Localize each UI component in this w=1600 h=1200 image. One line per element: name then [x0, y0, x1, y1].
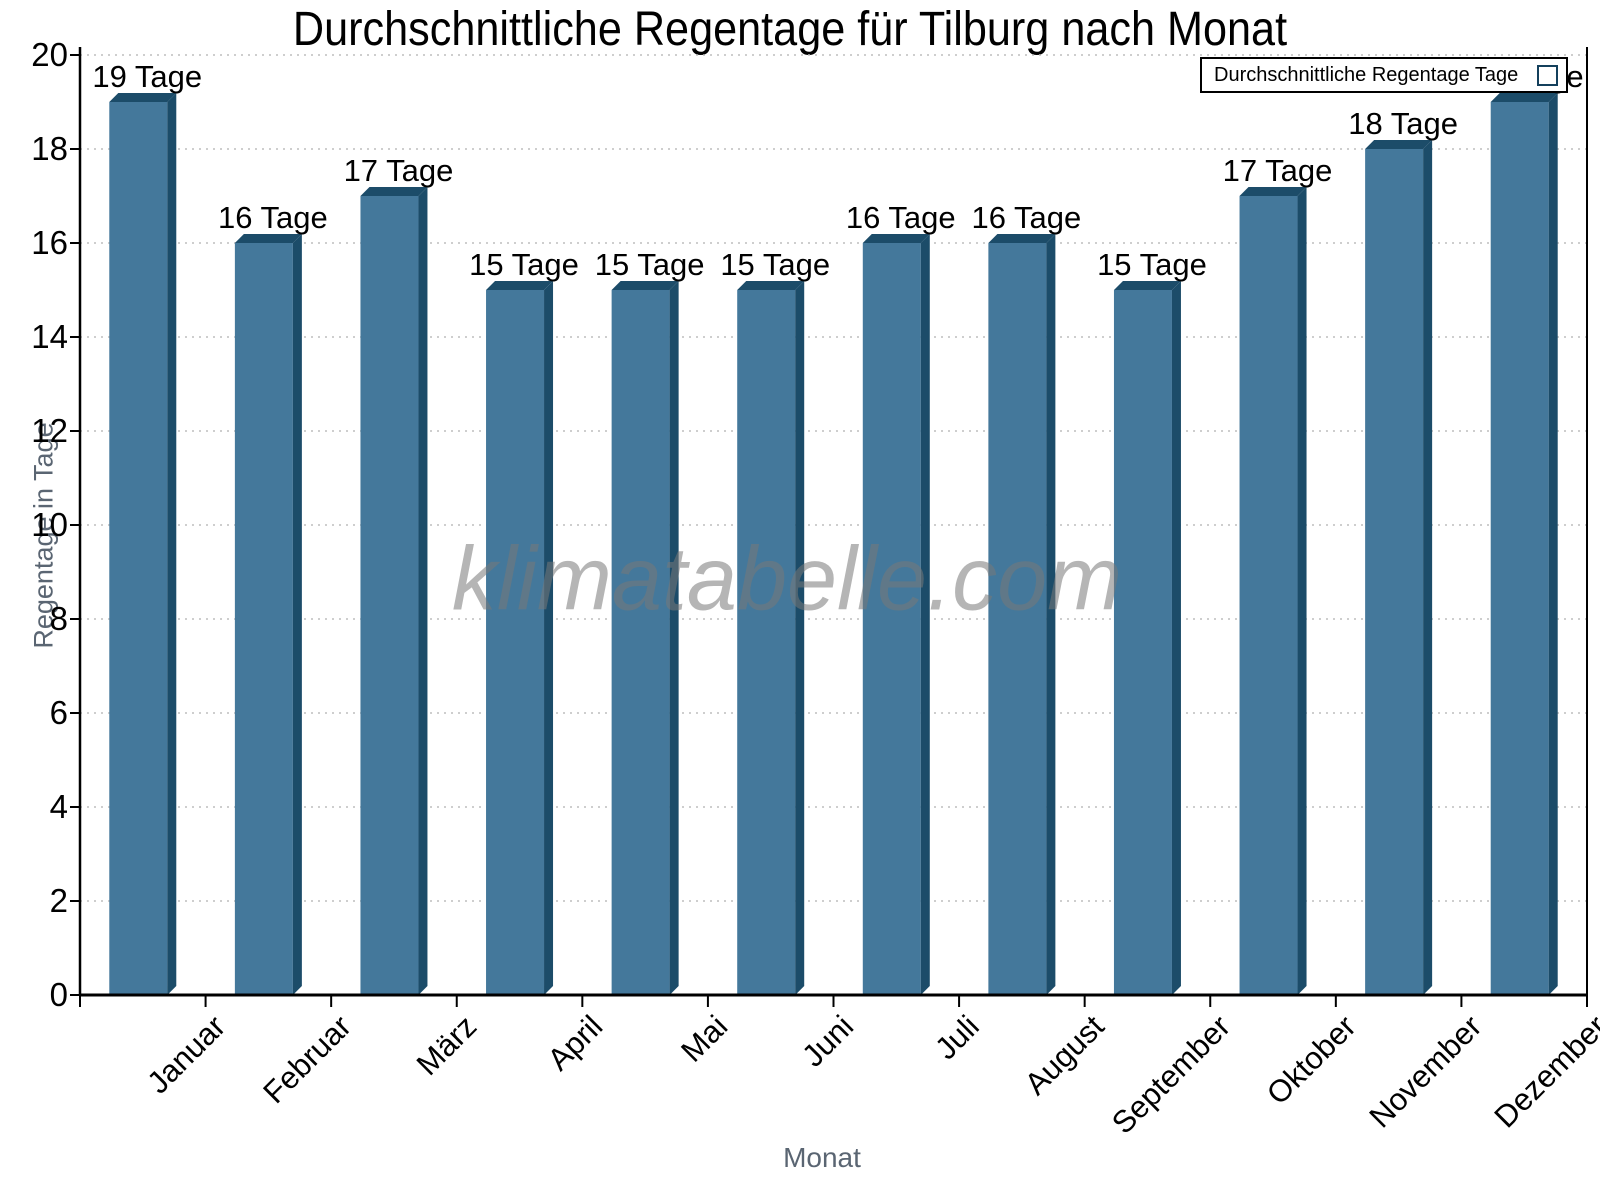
bar-side-bevel — [1046, 234, 1056, 995]
x-axis-title: Monat — [783, 1142, 861, 1173]
value-label: 18 Tage — [1348, 106, 1459, 141]
value-label: 15 Tage — [594, 247, 705, 282]
bar-face — [1490, 102, 1549, 995]
bar-top-bevel — [109, 93, 177, 102]
value-label: 15 Tage — [469, 247, 579, 282]
bar-side-bevel — [544, 281, 554, 995]
bar-face — [988, 243, 1047, 995]
y-tick-label: 2 — [49, 882, 68, 919]
y-tick-label: 16 — [31, 224, 68, 261]
bar-top-bevel — [988, 234, 1056, 243]
bar-top-bevel — [862, 234, 930, 243]
value-label: 16 Tage — [845, 200, 956, 235]
bar-face — [486, 290, 545, 995]
bar-top-bevel — [234, 234, 302, 243]
bar-top-bevel — [737, 281, 805, 290]
bar-side-bevel — [1297, 187, 1307, 995]
bar-top-bevel — [1239, 187, 1307, 196]
bar-face — [862, 243, 921, 995]
value-label: 16 Tage — [217, 200, 328, 235]
bar-side-bevel — [1548, 93, 1558, 995]
bar-top-bevel — [360, 187, 428, 196]
y-tick-label: 20 — [31, 36, 68, 73]
legend: Durchschnittliche Regentage Tage — [1200, 57, 1568, 93]
bar-side-bevel — [167, 93, 177, 995]
bar-face — [109, 102, 168, 995]
bar-side-bevel — [920, 234, 930, 995]
bar-face — [737, 290, 796, 995]
watermark: klimatabelle.com — [451, 529, 1123, 630]
bar-top-bevel — [611, 281, 679, 290]
legend-swatch-icon — [1537, 64, 1558, 86]
bar-top-bevel — [1113, 281, 1181, 290]
bar-side-bevel — [418, 187, 428, 995]
value-label: 16 Tage — [971, 200, 1082, 235]
bar-face — [1113, 290, 1172, 995]
y-tick-label: 12 — [31, 412, 68, 449]
bar-side-bevel — [292, 234, 302, 995]
y-tick-label: 0 — [49, 976, 68, 1013]
y-tick-label: 14 — [31, 318, 68, 355]
value-label: 19 Tage — [92, 59, 203, 94]
legend-label: Durchschnittliche Regentage Tage — [1214, 63, 1519, 86]
bar-face — [234, 243, 293, 995]
bar-face — [1365, 149, 1424, 995]
bar-top-bevel — [1365, 140, 1433, 149]
bar-side-bevel — [669, 281, 679, 995]
bar-side-bevel — [795, 281, 805, 995]
chart-title: Durchschnittliche Regentage für Tilburg … — [292, 3, 1288, 56]
value-label: 15 Tage — [720, 247, 831, 282]
value-label: 15 Tage — [1097, 247, 1207, 282]
y-tick-label: 18 — [31, 130, 68, 167]
y-tick-label: 10 — [31, 506, 68, 543]
bar-top-bevel — [486, 281, 554, 290]
y-tick-label: 8 — [49, 600, 68, 637]
y-tick-label: 4 — [49, 788, 68, 825]
bar-face — [1239, 196, 1298, 995]
bar-side-bevel — [1423, 140, 1433, 995]
value-label: 17 Tage — [1222, 153, 1333, 188]
y-tick-label: 6 — [49, 694, 68, 731]
value-label: 17 Tage — [343, 153, 454, 188]
bar-side-bevel — [1171, 281, 1181, 995]
bar-face — [611, 290, 670, 995]
bar-top-bevel — [1490, 93, 1558, 102]
bar-face — [360, 196, 419, 995]
